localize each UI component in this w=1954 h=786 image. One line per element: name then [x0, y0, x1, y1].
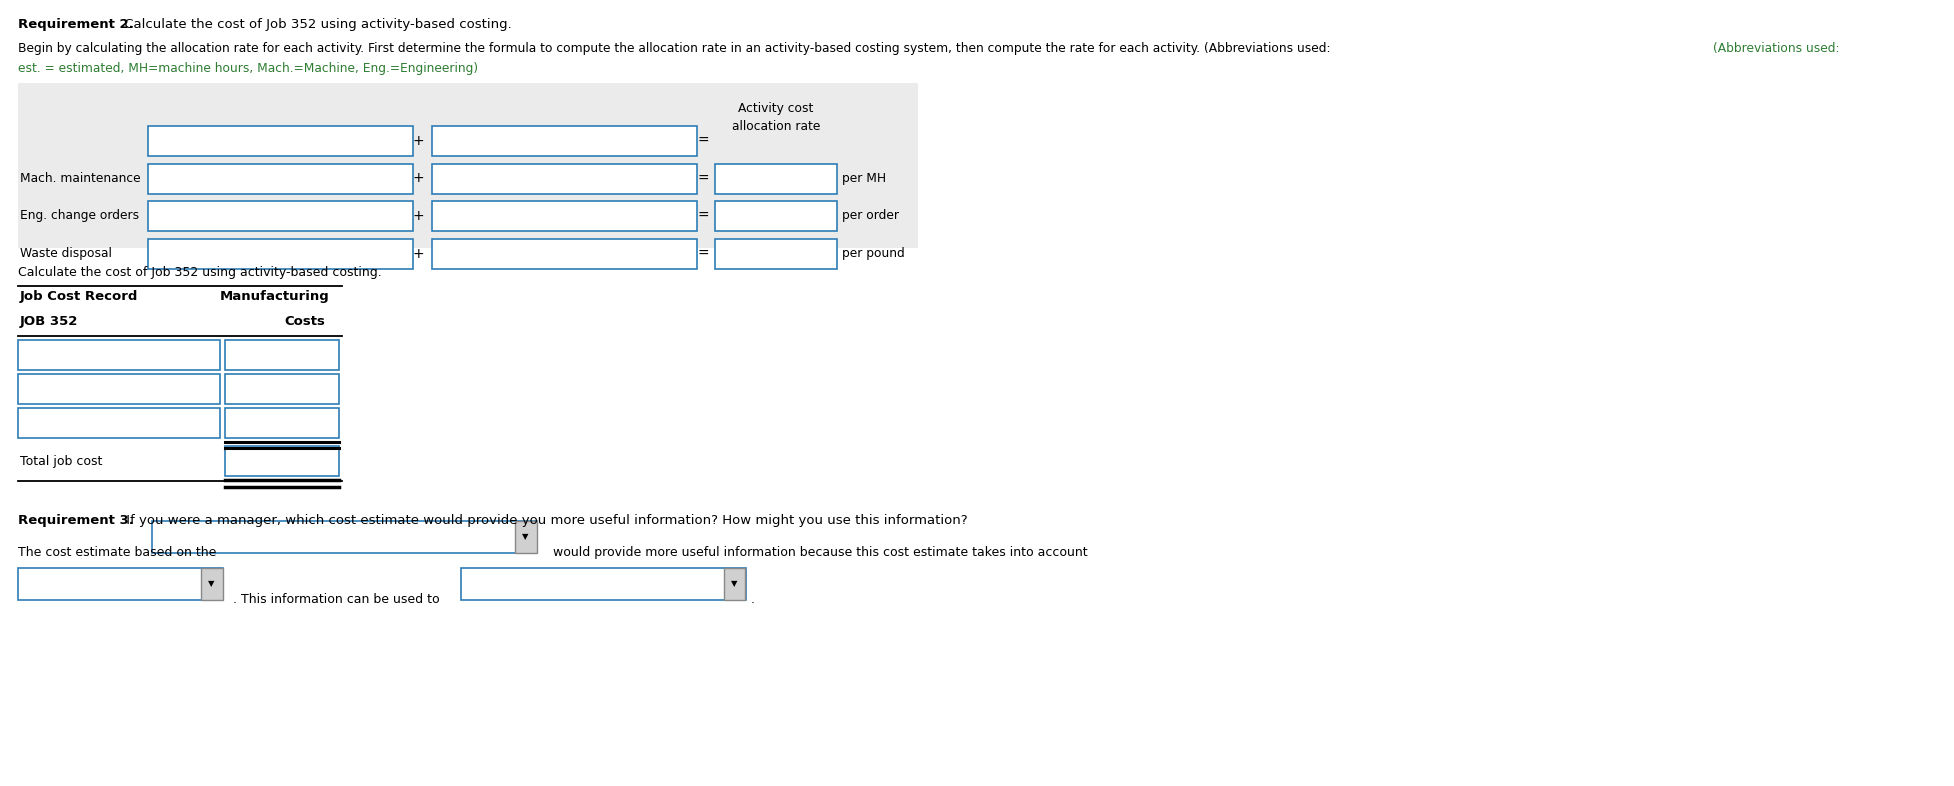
Text: per pound: per pound — [842, 247, 905, 260]
FancyBboxPatch shape — [201, 568, 223, 600]
Text: Eng. change orders: Eng. change orders — [20, 210, 139, 222]
Text: ▼: ▼ — [731, 579, 737, 589]
Text: Job Cost Record: Job Cost Record — [20, 290, 139, 303]
FancyBboxPatch shape — [715, 163, 836, 193]
Text: +: + — [412, 209, 424, 223]
FancyBboxPatch shape — [432, 126, 698, 156]
Text: JOB 352: JOB 352 — [20, 315, 78, 328]
FancyBboxPatch shape — [18, 408, 221, 438]
FancyBboxPatch shape — [18, 568, 223, 600]
FancyBboxPatch shape — [18, 83, 918, 248]
FancyBboxPatch shape — [225, 408, 338, 438]
Text: Activity cost: Activity cost — [739, 102, 813, 115]
Text: Mach. maintenance: Mach. maintenance — [20, 172, 141, 185]
Text: Manufacturing: Manufacturing — [221, 290, 330, 303]
Text: If you were a manager, which cost estimate would provide you more useful informa: If you were a manager, which cost estima… — [121, 514, 967, 527]
Text: .: . — [750, 593, 754, 606]
FancyBboxPatch shape — [149, 163, 412, 193]
Text: Begin by calculating the allocation rate for each activity. First determine the : Begin by calculating the allocation rate… — [18, 42, 1331, 55]
Text: Requirement 3.: Requirement 3. — [18, 514, 135, 527]
Text: =: = — [698, 247, 709, 260]
Text: Waste disposal: Waste disposal — [20, 247, 111, 260]
Text: The cost estimate based on the: The cost estimate based on the — [18, 546, 217, 559]
FancyBboxPatch shape — [225, 446, 338, 476]
Text: Requirement 2.: Requirement 2. — [18, 18, 133, 31]
FancyBboxPatch shape — [18, 340, 221, 370]
FancyBboxPatch shape — [461, 568, 746, 600]
FancyBboxPatch shape — [723, 568, 746, 600]
Text: allocation rate: allocation rate — [733, 120, 821, 133]
FancyBboxPatch shape — [225, 374, 338, 404]
Text: est. = estimated, MH=machine hours, Mach.=Machine, Eng.=Engineering): est. = estimated, MH=machine hours, Mach… — [18, 62, 479, 75]
FancyBboxPatch shape — [432, 201, 698, 231]
Text: ▼: ▼ — [522, 532, 528, 542]
Text: Calculate the cost of Job 352 using activity-based costing.: Calculate the cost of Job 352 using acti… — [119, 18, 512, 31]
Text: +: + — [412, 134, 424, 148]
FancyBboxPatch shape — [149, 238, 412, 269]
FancyBboxPatch shape — [514, 521, 537, 553]
FancyBboxPatch shape — [18, 374, 221, 404]
FancyBboxPatch shape — [152, 521, 537, 553]
Text: . This information can be used to: . This information can be used to — [233, 593, 440, 606]
Text: (Abbreviations used:: (Abbreviations used: — [1714, 42, 1839, 55]
Text: =: = — [698, 134, 709, 148]
Text: Total job cost: Total job cost — [20, 454, 102, 468]
Text: +: + — [412, 247, 424, 260]
Text: per MH: per MH — [842, 172, 885, 185]
FancyBboxPatch shape — [432, 163, 698, 193]
Text: would provide more useful information because this cost estimate takes into acco: would provide more useful information be… — [549, 546, 1088, 559]
FancyBboxPatch shape — [432, 238, 698, 269]
Text: =: = — [698, 209, 709, 223]
Text: Calculate the cost of Job 352 using activity-based costing.: Calculate the cost of Job 352 using acti… — [18, 266, 381, 279]
FancyBboxPatch shape — [149, 126, 412, 156]
Text: Costs: Costs — [285, 315, 326, 328]
Text: +: + — [412, 171, 424, 185]
FancyBboxPatch shape — [149, 201, 412, 231]
FancyBboxPatch shape — [715, 238, 836, 269]
Text: per order: per order — [842, 210, 899, 222]
FancyBboxPatch shape — [715, 201, 836, 231]
Text: ▼: ▼ — [207, 579, 215, 589]
FancyBboxPatch shape — [225, 340, 338, 370]
Text: =: = — [698, 171, 709, 185]
